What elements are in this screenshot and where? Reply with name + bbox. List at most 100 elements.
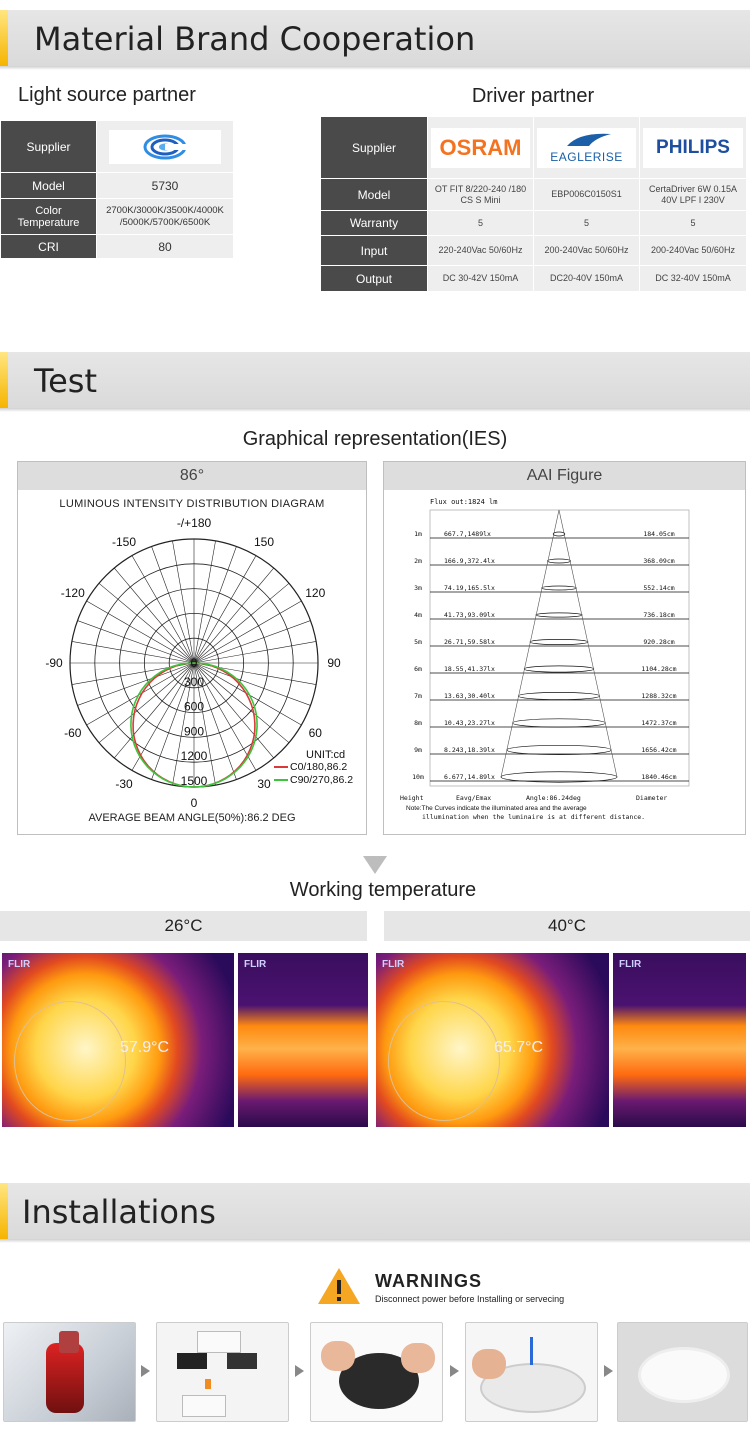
polar-angle-label: -150 [112,535,136,549]
polar-spoke [151,546,195,664]
flir-logo: FLIR [8,959,31,970]
aai-height: 2m [414,557,422,565]
input-label: Input [320,235,428,266]
polar-chart: -/+180-150 150-120 120-90 90-60 60-30 3000300… [45,516,353,810]
polar-angle-label: -30 [115,777,133,791]
measure-circle [14,1001,126,1121]
section-header-test: Test [0,352,750,412]
aai-panel: AAI Figure Flux out:1824 lm 1m 667.7,1489l… [383,461,746,835]
color-temp-value: 2700K/3000K/3500K/4000K /5000K/5700K/650… [96,198,234,235]
model-value: 5730 [96,172,234,199]
aai-ellipse [541,585,577,591]
aai-height: 4m [414,611,422,619]
temp-reading-26: 57.9°C [120,1039,170,1056]
section-title: Material Brand Cooperation [34,20,476,58]
aai-diameter: 920.28cm [643,638,674,646]
thermal-image-26-front: FLIR 57.9°C [2,953,234,1127]
aai-diameter: 1656.42cm [641,746,676,754]
aai-eavg: 6.677,14.89lx [444,773,495,781]
polar-spoke [98,662,195,743]
polar-spoke [172,662,195,786]
aai-ellipse [552,531,566,537]
polar-footer: AVERAGE BEAM ANGLE(50%):86.2 DEG [88,812,296,824]
aai-ellipse [512,718,606,728]
aai-panel-title: AAI Figure [384,462,745,490]
aai-chart: Flux out:1824 lm 1m 667.7,1489lx 184.05cm 2m… [400,498,690,821]
eaglerise-output: DC20-40V 150mA [533,265,640,292]
aai-diameter: 368.09cm [643,557,674,565]
eaglerise-logo: EAGLERISE [537,127,636,168]
polar-spoke [193,662,311,706]
aai-diameter: 552.14cm [643,584,674,592]
aai-ellipse [523,665,595,673]
osram-warranty: 5 [427,210,534,236]
polar-spoke [86,662,195,726]
polar-angle-label: -60 [64,726,82,740]
working-temp-heading: Working temperature [289,879,477,901]
aai-diameter: 736.18cm [643,611,674,619]
polar-spoke [193,555,257,664]
polar-panel-title: 86° [18,462,366,490]
polar-spoke [172,540,195,664]
thermal-image-40-front: FLIR 65.7°C [376,953,609,1127]
polar-spoke [77,620,195,664]
polar-curve-c90 [130,662,258,788]
philips-input: 200-240Vac 50/60Hz [639,235,747,266]
light-source-table: Supplier Model 5730 Color Temperature 27… [0,120,234,259]
section-title: Installations [22,1193,216,1231]
install-step-5-photo [617,1322,748,1422]
eaglerise-model: EBP006C0150S1 [533,178,640,211]
aai-eavg: 74.19,165.5lx [444,584,495,592]
driver-model-label: Model [320,178,428,211]
swirl-logo-icon [143,134,187,159]
warnings-text: Disconnect power before Installing or se… [375,1294,565,1304]
polar-angle-label: 90 [327,656,341,670]
aai-eavg: 667.7,1489lx [444,530,491,538]
aai-eavg: 13.63,30.40lx [444,692,495,700]
supplier-label: Supplier [0,120,97,173]
polar-angle-label: -90 [45,656,63,670]
philips-warranty: 5 [639,210,747,236]
aai-ellipse [506,744,612,756]
polar-spoke [131,662,195,771]
section-header-installations: Installations [0,1183,750,1243]
aai-eavg: 26.71,59.58lx [444,638,495,646]
driver-table: Supplier OSRAM EAGLERISE PHILIPS Model O… [320,116,747,292]
warning-icon [318,1268,360,1304]
temp-label-26: 26°C [0,911,367,941]
polar-angle-label: -120 [61,586,85,600]
aai-eavg: 166.9,372.4lx [444,557,495,565]
model-label: Model [0,172,97,199]
polar-spoke [77,662,195,706]
polar-spoke [151,662,195,780]
driver-supplier-label: Supplier [320,116,428,179]
measure-circle [388,1001,500,1121]
aai-note-2: illumination when the luminaire is at di… [422,813,645,821]
accent-bar [0,352,8,408]
aai-col-diameter: Diameter [636,794,667,802]
aai-ellipse [529,639,589,645]
step-arrow-icon [604,1365,613,1377]
polar-diagram-title: LUMINOUS INTENSITY DISTRIBUTION DIAGRAM [59,498,325,510]
aai-ellipse [547,558,571,564]
polar-spoke [193,620,311,664]
polar-spoke [131,555,195,664]
polar-spoke [193,662,290,743]
osram-model: OT FIT 8/220-240 /180 CS S Mini [427,178,534,211]
polar-spoke [193,662,216,786]
legend-entry: C90/270,86.2 [290,774,353,786]
osram-logo: OSRAM [431,127,530,168]
polar-angle-label: 120 [305,586,325,600]
supplier-logo-cell [96,120,234,173]
polar-spoke [193,662,257,771]
aai-note-1: Note:The Curves indicate the illuminated… [406,805,587,812]
driver-title: Driver partner [471,85,595,107]
section-title: Test [34,362,98,400]
thermal-image-40-side: FLIR [613,953,746,1127]
polar-radial-label: 600 [184,700,204,714]
aai-diameter: 1288.32cm [641,692,676,700]
aai-eavg: 8.243,18.39lx [444,746,495,754]
polar-spoke [193,600,302,664]
warnings-title: WARNINGS [375,1271,482,1291]
